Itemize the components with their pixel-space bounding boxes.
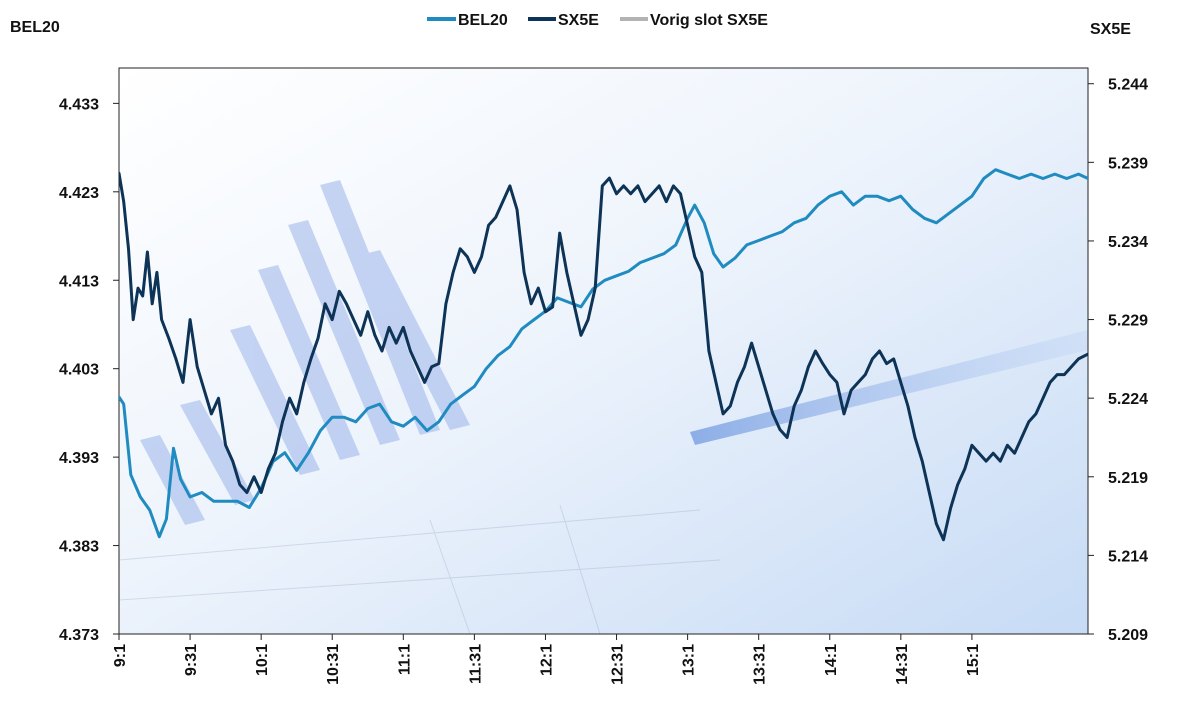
x-tick-label: 11:31 (467, 644, 484, 684)
y-left-tick-label: 4.373 (59, 627, 99, 644)
plot-area (118, 67, 1089, 635)
x-tick-label: 14:31 (894, 644, 911, 685)
series-line-sx5e (119, 171, 1088, 542)
y-right-tick-label: 5.214 (1108, 548, 1148, 565)
x-tick-label: 9:1 (112, 644, 129, 667)
x-axis: 9:1 9:31 10:1 10:31 11:1 11:31 12:1 12:31 13:1 13… (112, 634, 982, 685)
y-right-tick-label: 5.239 (1108, 155, 1148, 172)
y-right-tick-label: 5.209 (1108, 627, 1148, 644)
y-axis-left-title: BEL20 (10, 19, 60, 36)
x-tick-label: 10:31 (325, 644, 342, 685)
x-tick-label: 14:1 (823, 644, 840, 676)
x-tick-label: 9:31 (183, 644, 200, 676)
y-right-tick-label: 5.244 (1108, 77, 1148, 94)
y-axis-left: 4.433 4.423 4.413 4.403 4.393 4.383 4.373 (59, 96, 119, 644)
y-axis-right: 5.244 5.239 5.234 5.229 5.224 5.219 5.214 5.209 (1088, 77, 1148, 644)
x-tick-label: 13:1 (681, 644, 698, 676)
x-tick-label: 11:1 (396, 644, 413, 675)
y-left-tick-label: 4.403 (59, 362, 99, 379)
y-right-tick-label: 5.234 (1108, 234, 1148, 251)
legend-label-bel20: BEL20 (458, 12, 508, 29)
y-right-tick-label: 5.224 (1108, 391, 1148, 408)
x-tick-label: 15:1 (965, 644, 982, 676)
series-layer (119, 168, 1088, 542)
x-tick-label: 10:1 (254, 644, 271, 676)
x-tick-label: 13:31 (752, 644, 769, 685)
x-tick-label: 12:31 (610, 644, 627, 685)
plot-background (119, 68, 1088, 634)
y-left-tick-label: 4.383 (59, 539, 99, 556)
y-left-tick-label: 4.423 (59, 185, 99, 202)
legend-label-vorig-slot: Vorig slot SX5E (650, 12, 768, 29)
series-line-bel20 (119, 168, 1088, 539)
y-left-tick-label: 4.433 (59, 96, 99, 113)
y-right-tick-label: 5.219 (1108, 470, 1148, 487)
y-axis-right-title: SX5E (1090, 21, 1131, 38)
legend-label-sx5e: SX5E (558, 12, 599, 29)
y-right-tick-label: 5.229 (1108, 313, 1148, 330)
x-tick-label: 12:1 (538, 644, 555, 676)
y-left-tick-label: 4.393 (59, 450, 99, 467)
y-left-tick-label: 4.413 (59, 273, 99, 290)
legend: BEL20 SX5E Vorig slot SX5E (427, 12, 768, 29)
